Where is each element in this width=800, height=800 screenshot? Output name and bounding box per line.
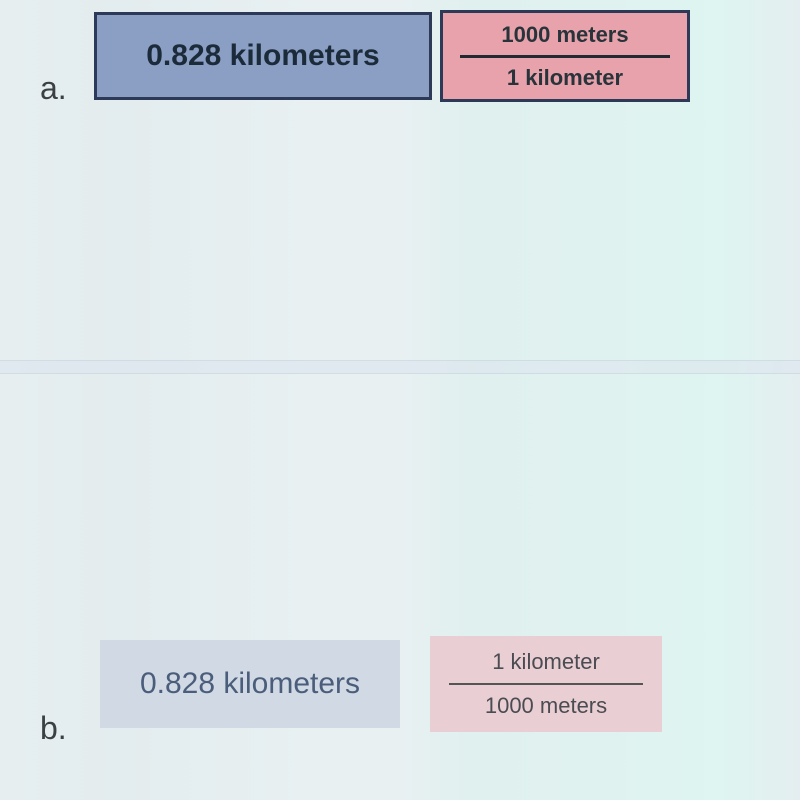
option-b-fraction-numerator: 1 kilometer [492,649,600,675]
fraction-line-icon [460,55,670,58]
option-a-value-box: 0.828 kilometers [94,12,432,100]
option-b-value-box: 0.828 kilometers [100,640,400,728]
option-b-label: b. [40,710,67,747]
option-a-fraction-denominator: 1 kilometer [507,65,623,91]
section-divider [0,360,800,374]
fraction-line-icon [449,683,644,685]
option-b-fraction-denominator: 1000 meters [485,693,607,719]
option-a-label: a. [40,70,67,107]
option-b-value-text: 0.828 kilometers [140,667,360,701]
option-a-fraction-numerator: 1000 meters [501,22,628,48]
option-a-fraction-box: 1000 meters 1 kilometer [440,10,690,102]
option-a-value-text: 0.828 kilometers [146,39,379,73]
option-b-fraction-box: 1 kilometer 1000 meters [430,636,662,732]
